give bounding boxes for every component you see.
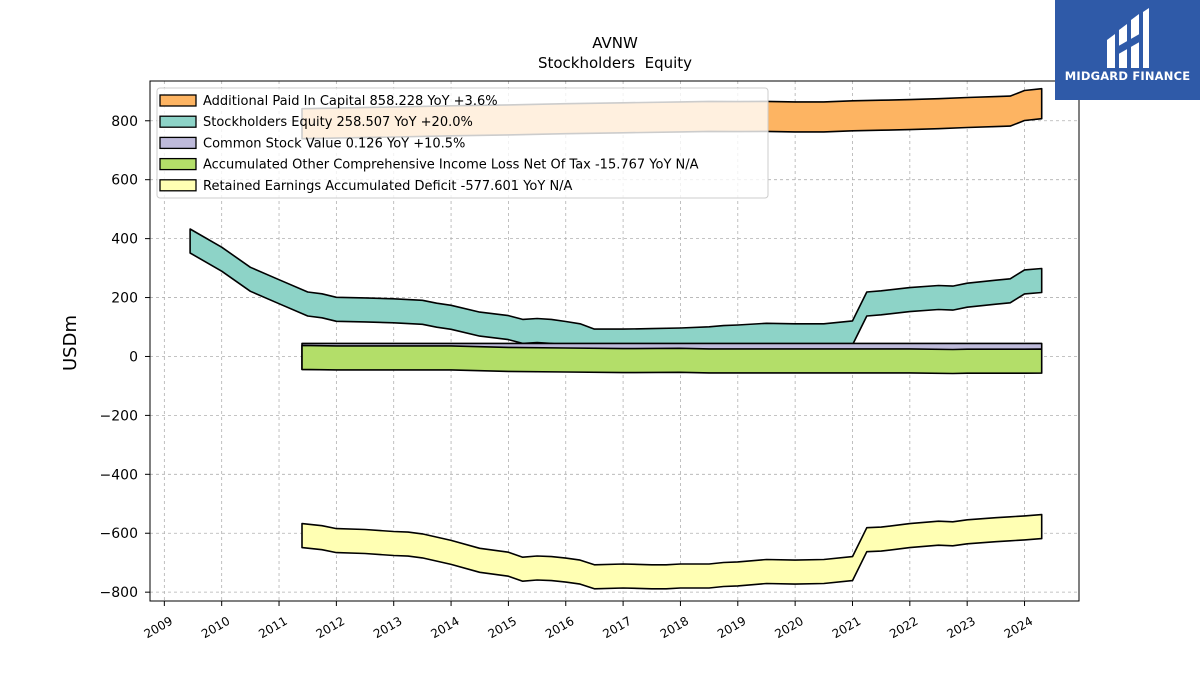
x-tick-label: 2024 <box>1002 614 1035 641</box>
x-tick-label: 2014 <box>428 614 461 641</box>
x-tick-label: 2023 <box>944 614 977 641</box>
x-tick-label: 2018 <box>658 614 691 641</box>
x-tick-label: 2010 <box>199 614 232 641</box>
series-band-3 <box>301 344 1043 375</box>
brand-logo: MIDGARD FINANCE <box>1055 0 1200 100</box>
legend-swatch <box>159 179 197 192</box>
x-tick-label: 2015 <box>486 614 519 641</box>
x-axis: 2009 2010 2011 2012 2013 2014 2015 2016 2017 2018… <box>142 601 1035 641</box>
chart-subtitle: Stockholders Equity <box>538 54 692 72</box>
x-tick-label: 2016 <box>543 614 576 641</box>
y-tick-label: 600 <box>111 173 138 189</box>
chart-title: AVNW <box>592 34 638 52</box>
legend-entry: Additional Paid In Capital 858.228 YoY +… <box>203 94 498 109</box>
y-axis: 800 600 400 200 0 −200 −400 −600 −800 <box>100 114 150 601</box>
series-band-4 <box>301 513 1043 590</box>
x-tick-label: 2012 <box>314 614 347 641</box>
legend-swatch <box>159 94 197 107</box>
x-tick-label: 2017 <box>600 614 633 641</box>
y-tick-label: 200 <box>111 291 138 307</box>
brand-name: MIDGARD FINANCE <box>1064 69 1191 83</box>
legend-box <box>156 87 769 199</box>
legend: Additional Paid In Capital 858.228 YoY +… <box>156 87 769 199</box>
legend-swatch <box>159 157 197 171</box>
x-tick-label: 2019 <box>715 614 748 641</box>
legend-entry: Retained Earnings Accumulated Deficit -5… <box>203 179 573 194</box>
x-tick-label: 2013 <box>371 614 404 641</box>
y-tick-label: 0 <box>129 349 138 365</box>
legend-entry: Accumulated Other Comprehensive Income L… <box>203 158 699 173</box>
y-tick-label: −800 <box>100 585 138 601</box>
x-tick-label: 2022 <box>887 614 920 641</box>
x-tick-label: 2009 <box>142 614 175 641</box>
brand-mark-icon <box>1107 8 1149 68</box>
y-tick-label: −200 <box>100 408 138 424</box>
legend-entry: Common Stock Value 0.126 YoY +10.5% <box>203 136 465 151</box>
x-tick-label: 2021 <box>830 614 863 641</box>
legend-swatch <box>159 136 197 150</box>
y-tick-label: 800 <box>111 114 138 130</box>
plot-frame <box>149 80 1080 602</box>
x-tick-label: 2020 <box>772 614 805 641</box>
x-tick-label: 2011 <box>256 614 289 641</box>
legend-entry: Stockholders Equity 258.507 YoY +20.0% <box>203 115 473 130</box>
legend-swatch <box>159 115 197 128</box>
y-tick-label: 400 <box>111 232 138 248</box>
y-tick-label: −600 <box>100 526 138 542</box>
y-axis-label: USDm <box>60 315 81 371</box>
series-band-1 <box>189 228 1043 354</box>
y-tick-label: −400 <box>100 467 138 483</box>
